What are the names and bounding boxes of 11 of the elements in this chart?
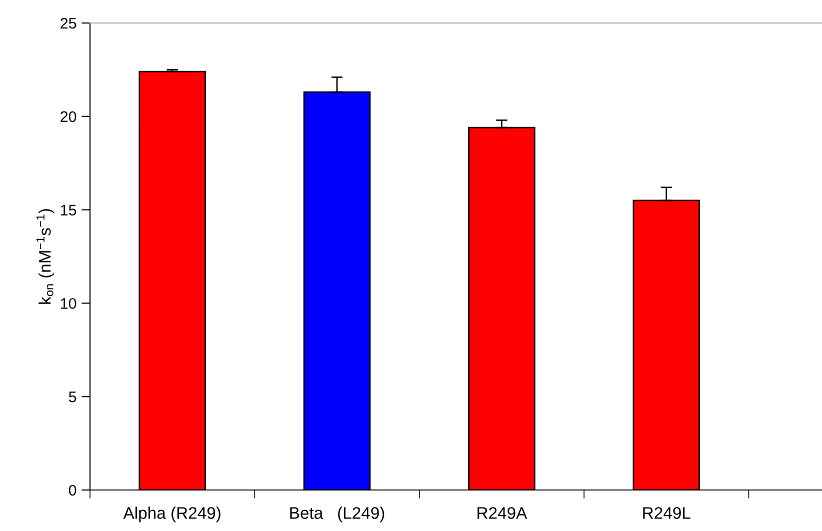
- y-tick-label: 5: [68, 392, 76, 402]
- x-tick-label: R249A: [478, 507, 528, 519]
- y-tick-label: 20: [60, 111, 76, 122]
- y-axis-title: k$_{on}$ (nM$^{−1}$s$^{−1}$): [36, 209, 54, 304]
- y-tick-label: 25: [60, 18, 76, 29]
- y-tick-label: 15: [60, 204, 76, 216]
- x-tick-label: Beta (L249): [290, 506, 384, 522]
- x-tick-label: Alpha (R249): [123, 506, 220, 522]
- x-tick-label: R249L: [643, 507, 690, 519]
- y-tick-label: 10: [60, 298, 76, 309]
- y-tick-label: 0: [68, 484, 76, 496]
